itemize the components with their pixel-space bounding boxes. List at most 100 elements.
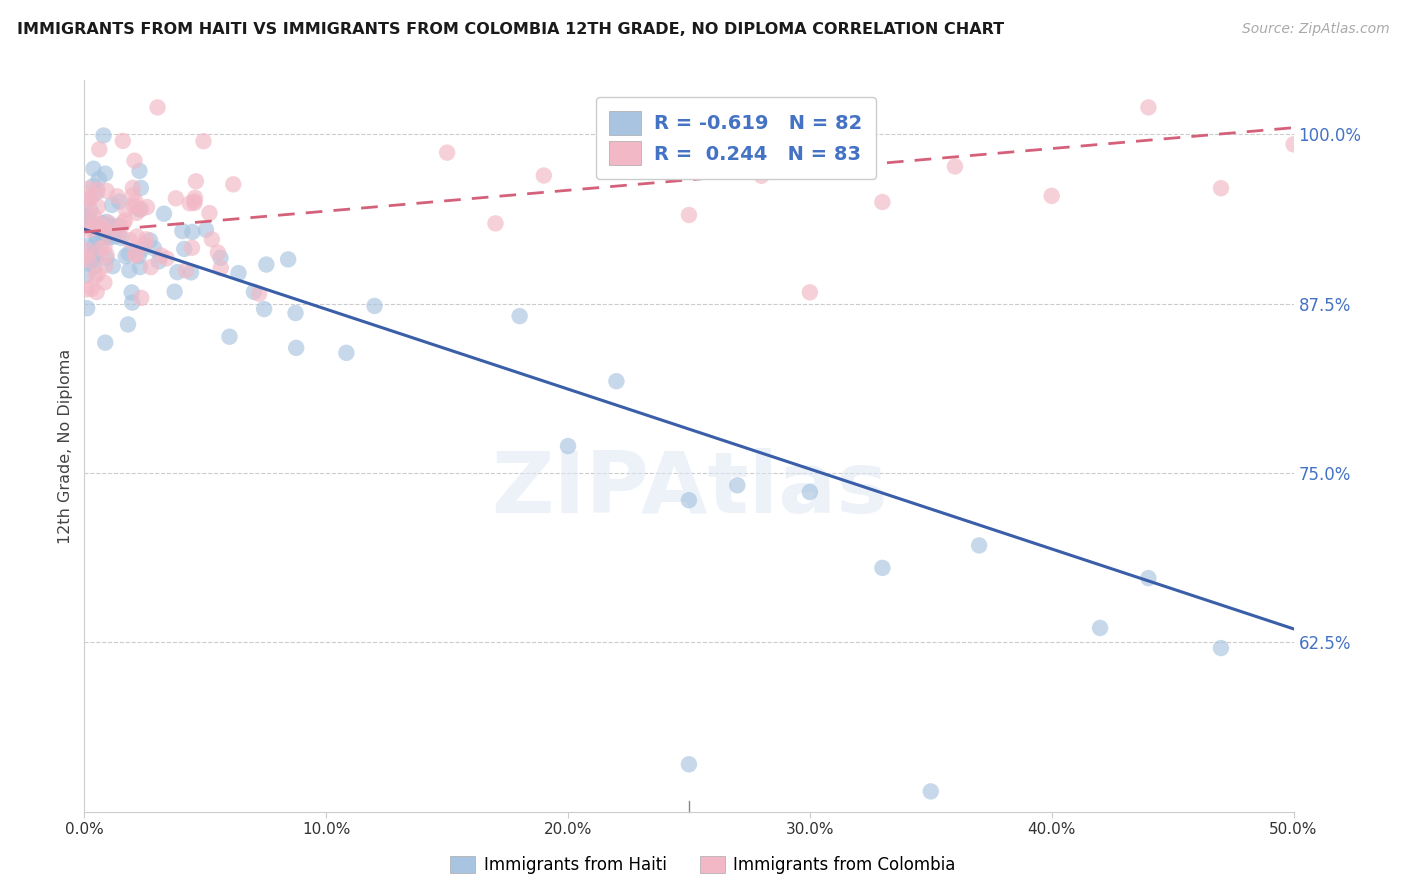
Point (101, 259, 124, 273)
Point (97, 226, 120, 240)
Point (114, 249, 136, 263)
Point (86, 186, 108, 200)
Point (94, 259, 117, 273)
Point (97, 216, 120, 230)
Point (93, 276, 115, 290)
Point (605, 374, 627, 388)
Point (86, 229, 108, 244)
Point (247, 286, 270, 301)
Y-axis label: 12th Grade, No Diploma: 12th Grade, No Diploma (58, 349, 73, 543)
Point (87, 217, 110, 231)
Point (110, 219, 132, 234)
Point (129, 260, 152, 274)
Point (83, 260, 105, 274)
Point (1137, 571, 1160, 585)
Point (1282, 137, 1305, 152)
Point (82, 221, 104, 235)
Point (93, 220, 115, 235)
Point (139, 260, 162, 274)
Point (128, 164, 150, 178)
Point (209, 251, 232, 265)
Point (76, 250, 98, 264)
Point (124, 194, 146, 209)
Point (124, 248, 146, 262)
Point (79, 253, 101, 268)
Point (218, 329, 240, 343)
Point (76, 282, 98, 296)
Point (136, 200, 159, 214)
Point (285, 341, 308, 355)
Point (93, 128, 115, 143)
Point (172, 224, 194, 238)
Point (83, 178, 105, 193)
Point (96, 248, 118, 262)
Point (79, 192, 101, 206)
Point (86, 285, 108, 299)
Point (121, 285, 143, 300)
Point (139, 233, 162, 247)
Point (243, 285, 266, 299)
Point (83, 209, 105, 223)
Point (97, 231, 120, 245)
Point (155, 252, 177, 266)
Point (181, 225, 204, 239)
Point (194, 223, 217, 237)
Point (77, 256, 100, 270)
Point (183, 196, 205, 211)
Point (77, 192, 100, 206)
Point (105, 189, 128, 203)
Point (76, 209, 98, 223)
Point (87, 267, 110, 281)
Point (76, 243, 98, 257)
Point (678, 493, 700, 508)
Point (533, 169, 555, 183)
Point (114, 213, 136, 227)
Point (166, 265, 188, 279)
Point (79, 213, 101, 227)
Point (121, 181, 143, 195)
Point (557, 439, 579, 453)
Point (277, 252, 299, 267)
Point (165, 191, 187, 205)
Point (77, 210, 100, 224)
Point (87, 172, 110, 186)
Text: Source: ZipAtlas.com: Source: ZipAtlas.com (1241, 22, 1389, 37)
Point (82, 161, 104, 176)
Point (76, 268, 98, 282)
Point (872, 194, 894, 209)
Point (181, 241, 204, 255)
Point (96, 251, 118, 265)
Point (1088, 621, 1111, 635)
Point (93, 240, 115, 254)
Point (83, 238, 105, 252)
Point (128, 202, 150, 217)
Point (117, 318, 139, 332)
Point (678, 208, 700, 222)
Point (82, 188, 104, 202)
Point (1209, 181, 1232, 195)
Point (83, 269, 105, 284)
Point (87, 200, 110, 214)
Point (201, 232, 224, 246)
Point (125, 248, 148, 262)
Point (436, 145, 458, 160)
Point (86, 229, 108, 244)
Point (94, 335, 117, 350)
Point (103, 229, 125, 244)
Point (207, 245, 229, 260)
Point (967, 538, 990, 552)
Point (153, 207, 176, 221)
Point (121, 188, 143, 202)
Point (86, 244, 108, 258)
Point (96, 184, 118, 198)
Point (799, 285, 821, 300)
Point (1137, 100, 1160, 114)
Point (174, 263, 197, 277)
Point (129, 291, 152, 305)
Point (799, 485, 821, 500)
Point (122, 199, 145, 213)
Point (129, 202, 152, 216)
Point (96, 229, 118, 244)
Point (222, 178, 245, 192)
Point (173, 242, 195, 256)
